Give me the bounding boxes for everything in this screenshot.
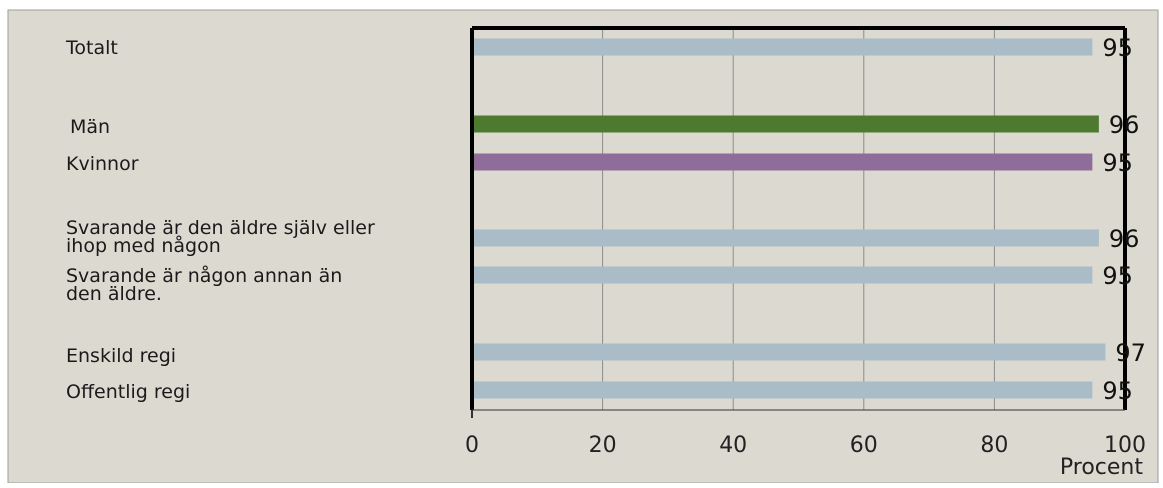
x-tick-label: 40	[719, 433, 747, 458]
bar	[473, 153, 1093, 171]
bars	[473, 38, 1106, 399]
category-labels: Totalt Män Kvinnor Svarande är den äldre sj…	[65, 37, 375, 403]
value-label: 97	[1115, 339, 1146, 367]
value-label: 95	[1102, 149, 1133, 177]
category-label-line: Enskild regi	[66, 345, 176, 367]
x-axis-label: Procent	[1060, 455, 1143, 480]
plot-frame	[470, 26, 1127, 418]
value-label: 95	[1102, 377, 1133, 405]
value-label: 96	[1109, 111, 1140, 139]
x-tick-label: 80	[980, 433, 1008, 458]
category-label-line: Offentlig regi	[66, 381, 190, 403]
bar	[473, 343, 1106, 361]
category-label-line: Män	[70, 116, 110, 138]
category-label-line: den äldre.	[66, 283, 162, 305]
value-labels: 95 96 95 96 95 97 95	[1102, 34, 1146, 405]
x-tick-label: 20	[589, 433, 617, 458]
category-label: Svarande är någon annan än den äldre.	[66, 264, 342, 305]
bar	[473, 381, 1093, 399]
value-label: 95	[1102, 262, 1133, 290]
bar	[473, 115, 1099, 133]
category-label-line: Svarande är någon annan än	[66, 264, 342, 287]
category-label: Kvinnor	[66, 153, 139, 175]
x-tick-label: 60	[850, 433, 878, 458]
value-label: 96	[1109, 225, 1140, 253]
category-label: Män	[70, 116, 110, 138]
x-tick-label: 0	[465, 433, 479, 458]
x-tick-labels: 0 20 40 60 80 100	[465, 433, 1146, 458]
category-label-line: Totalt	[65, 37, 118, 59]
category-label-line: ihop med någon	[66, 234, 221, 257]
category-label-line: Kvinnor	[66, 153, 139, 175]
category-label: Offentlig regi	[66, 381, 190, 403]
category-label: Svarande är den äldre själv eller ihop me…	[66, 217, 375, 257]
x-tick-label: 100	[1104, 433, 1146, 458]
category-label: Totalt	[65, 37, 118, 59]
value-label: 95	[1102, 34, 1133, 62]
bar	[473, 266, 1093, 284]
bar	[473, 229, 1099, 247]
category-label-line: Svarande är den äldre själv eller	[66, 217, 375, 239]
category-label: Enskild regi	[66, 345, 176, 367]
bar	[473, 38, 1093, 56]
